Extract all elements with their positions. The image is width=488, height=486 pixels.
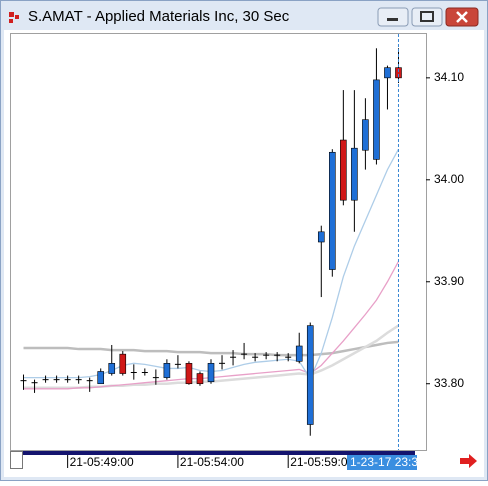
candle-body xyxy=(384,67,391,79)
candle-body xyxy=(163,363,171,378)
maximize-icon xyxy=(420,11,434,22)
scroll-right-arrow[interactable] xyxy=(460,454,477,468)
candle-body xyxy=(97,371,105,385)
candle-body xyxy=(373,79,380,160)
minimize-button[interactable] xyxy=(377,7,409,27)
y-tick-label: 34.10 xyxy=(434,70,464,84)
candle-body xyxy=(306,325,314,425)
candle-body xyxy=(207,363,215,382)
close-icon xyxy=(456,11,468,23)
cursor-label-bg xyxy=(347,455,417,470)
minimize-icon xyxy=(387,18,398,21)
x-tick-label: 21-05:49:00 xyxy=(70,455,134,469)
candle-body xyxy=(340,139,347,201)
plot: 33.80 33.90 34.00 34.10 21-05:49:00 21-05:54:… xyxy=(20,34,464,470)
candle-body xyxy=(317,231,325,243)
candle-body xyxy=(119,353,127,374)
scrollbar[interactable] xyxy=(23,451,415,455)
candle-body xyxy=(329,151,336,270)
x-tick-label: 21-05:54:00 xyxy=(180,455,244,469)
y-tick-label: 33.80 xyxy=(434,376,464,390)
window-title: S.AMAT - Applied Materials Inc, 30 Sec xyxy=(28,8,290,25)
candle-body xyxy=(362,119,369,151)
maximize-button[interactable] xyxy=(411,7,443,27)
app-icon xyxy=(9,12,19,23)
indicator-line xyxy=(23,340,399,357)
candle-body xyxy=(351,147,358,201)
y-tick-label: 33.90 xyxy=(434,274,464,288)
candle-body xyxy=(185,363,193,385)
candle-body xyxy=(196,373,204,385)
candle-body xyxy=(108,363,116,374)
candle-body xyxy=(295,345,303,362)
candle-body xyxy=(395,67,402,79)
y-tick-label: 34.00 xyxy=(434,172,464,186)
cursor-label: 1-23-17 23:34:00 xyxy=(350,455,442,469)
x-tick-label: 21-05:59:00 xyxy=(290,455,354,469)
scroll-box[interactable] xyxy=(10,451,23,469)
